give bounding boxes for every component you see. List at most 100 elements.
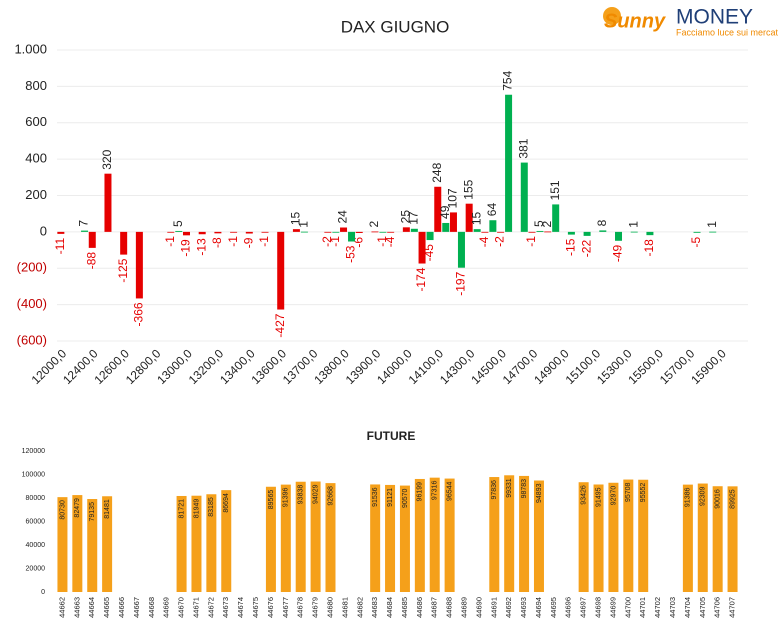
x-tick-label: 44683 [370, 597, 379, 618]
logo: Sunny MONEY Facciamo luce sui mercati [603, 6, 778, 37]
x-tick-label: 44695 [549, 597, 558, 618]
y-tick-label: 600 [25, 114, 47, 129]
data-label: 97316 [432, 481, 439, 501]
bar [444, 478, 455, 592]
x-tick-label: 44704 [683, 597, 692, 618]
y-tick-label: 400 [25, 151, 47, 166]
data-label: 83185 [208, 497, 215, 517]
data-label: 15 [469, 211, 483, 225]
x-tick-label: 44669 [162, 597, 171, 618]
data-label: -4 [383, 236, 397, 247]
logo-brand: Sunny [604, 10, 666, 32]
bar [191, 495, 202, 592]
bar [370, 484, 381, 592]
data-label: 97836 [491, 480, 498, 500]
bar [544, 231, 552, 233]
bar [583, 231, 591, 236]
bar [332, 231, 340, 233]
x-tick-label: 44698 [594, 597, 603, 618]
bar [402, 227, 410, 232]
bar [709, 231, 717, 233]
data-label: 82479 [74, 498, 81, 518]
data-label: -88 [84, 252, 98, 270]
bar [414, 478, 425, 592]
data-label: 80730 [59, 500, 66, 520]
bar [497, 231, 505, 233]
bar [221, 490, 232, 592]
x-tick-label: 44668 [147, 597, 156, 618]
x-tick-label: 44677 [281, 597, 290, 618]
bar [57, 497, 68, 592]
bar [410, 228, 418, 232]
bar [214, 231, 222, 234]
bar [371, 231, 379, 233]
data-label: 95552 [640, 483, 647, 503]
bar [88, 231, 96, 248]
y-tick-label: 80000 [26, 495, 46, 502]
data-label: -1 [226, 236, 240, 247]
x-tick-label: 44688 [445, 597, 454, 618]
data-label: 90570 [402, 488, 409, 508]
data-label: -13 [194, 238, 208, 256]
data-label: -197 [454, 271, 468, 295]
data-label: 91536 [372, 487, 379, 507]
x-tick-label: 44691 [489, 597, 498, 618]
bar [552, 204, 560, 232]
bar [348, 231, 356, 242]
x-tick-label: 44699 [608, 597, 617, 618]
data-label: 89925 [729, 489, 736, 509]
x-tick-label: 44672 [206, 597, 215, 618]
bar [310, 481, 321, 592]
data-label: -2 [320, 236, 334, 247]
bar [481, 231, 489, 233]
y-tick-label: 40000 [26, 542, 46, 549]
data-label: 49 [438, 205, 452, 219]
data-label: -11 [53, 238, 67, 255]
x-tick-label: 44703 [668, 597, 677, 618]
data-label: -8 [210, 237, 224, 248]
data-label: 94893 [536, 483, 543, 503]
x-tick-label: 44666 [117, 597, 126, 618]
x-tick-label: 44700 [623, 597, 632, 618]
x-tick-label: 44702 [653, 597, 662, 618]
data-label: 25 [399, 210, 413, 224]
data-label: 1 [297, 221, 311, 228]
x-tick-label: 44694 [534, 597, 543, 618]
bar [693, 231, 701, 233]
bar [261, 231, 269, 233]
data-label: 2 [540, 221, 554, 228]
bar [277, 231, 285, 310]
data-label: -5 [689, 236, 703, 247]
data-label: 64 [485, 203, 499, 217]
y-tick-label: (400) [17, 296, 47, 311]
bar [292, 229, 300, 232]
data-label: 151 [548, 180, 562, 200]
data-label: 96199 [417, 482, 424, 502]
bar [379, 231, 387, 233]
data-label: 91121 [387, 488, 394, 507]
y-tick-label: 60000 [26, 518, 46, 525]
bar [87, 499, 98, 592]
bar [520, 162, 528, 232]
x-tick-label: 44663 [72, 597, 81, 618]
bar [81, 230, 89, 232]
logo-sun [603, 7, 621, 25]
bar [504, 475, 515, 592]
y-tick-label: (600) [17, 332, 47, 347]
bar [245, 231, 253, 234]
x-tick-label: 44673 [221, 597, 230, 618]
data-label: 90016 [715, 489, 722, 509]
bar [399, 485, 410, 592]
bar [206, 494, 217, 592]
bar [473, 229, 481, 232]
data-label: 81949 [193, 499, 200, 519]
y-tick-label: 0 [41, 589, 45, 596]
x-tick-label: 44707 [728, 597, 737, 618]
data-label: -22 [579, 240, 593, 258]
x-tick-label: 44679 [311, 597, 320, 618]
x-tick-label: 44692 [504, 597, 513, 618]
x-tick-label: 44675 [251, 597, 260, 618]
data-label: 155 [461, 179, 475, 199]
data-label: 320 [100, 149, 114, 169]
bar [623, 479, 634, 592]
